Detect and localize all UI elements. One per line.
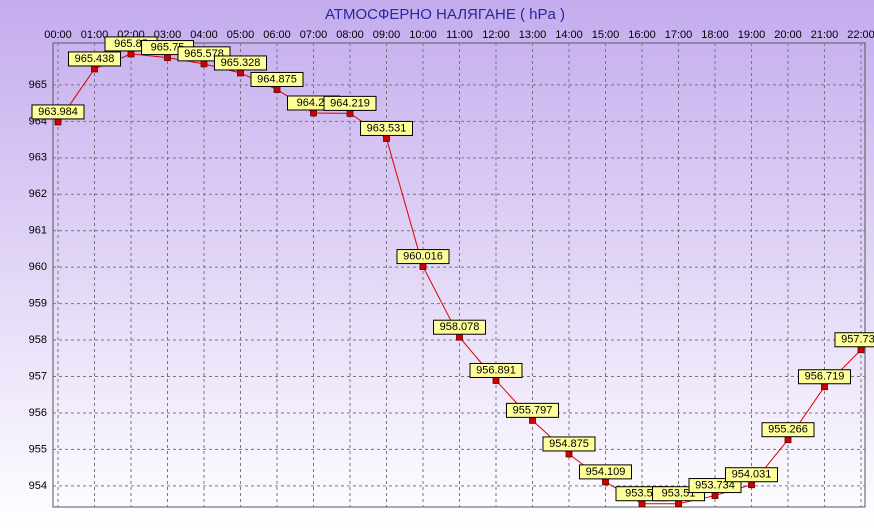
x-tick-label: 07:00 xyxy=(300,29,328,41)
data-label-box xyxy=(323,95,377,111)
data-label: 964.219 xyxy=(330,97,370,109)
x-tick-label: 10:00 xyxy=(409,29,437,41)
point-marker xyxy=(565,450,573,458)
chart-title: АТМОСФЕРНО НАЛЯГАНЕ ( hPa ) xyxy=(325,6,565,23)
point-marker xyxy=(784,436,792,444)
data-label: 963.984 xyxy=(38,106,78,118)
point-marker xyxy=(419,263,427,270)
data-label-box xyxy=(360,120,413,136)
data-label: 964.23 xyxy=(297,97,331,109)
y-tick-label: 960 xyxy=(29,261,47,273)
data-label-box xyxy=(396,249,450,265)
data-label-box xyxy=(725,467,778,483)
data-label-box xyxy=(214,55,267,71)
data-label: 954.031 xyxy=(732,469,772,481)
data-label: 955.797 xyxy=(513,404,553,416)
x-tick-label: 16:00 xyxy=(628,29,656,41)
point-marker xyxy=(492,377,500,384)
point-marker xyxy=(127,50,135,58)
data-label-box xyxy=(250,71,304,87)
point-marker xyxy=(273,86,281,93)
data-label-box xyxy=(579,464,632,480)
point-marker xyxy=(821,383,828,391)
x-tick-label: 21:00 xyxy=(811,29,839,41)
point-marker xyxy=(200,60,208,68)
y-tick-label: 965 xyxy=(29,79,47,91)
point-marker xyxy=(237,69,244,77)
x-tick-label: 12:00 xyxy=(482,29,510,41)
data-label-box xyxy=(834,332,874,348)
data-label: 965.578 xyxy=(184,48,224,60)
data-label-box xyxy=(761,422,815,438)
x-tick-label: 01:00 xyxy=(81,29,109,41)
x-tick-label: 05:00 xyxy=(227,29,255,41)
x-tick-label: 11:00 xyxy=(446,29,473,41)
data-label: 953.734 xyxy=(695,479,735,491)
data-label: 956.719 xyxy=(805,371,845,383)
data-label-box xyxy=(542,436,596,452)
point-marker xyxy=(346,109,354,117)
x-tick-label: 04:00 xyxy=(190,29,218,41)
x-tick-label: 00:00 xyxy=(44,29,72,41)
data-label-box xyxy=(469,362,523,378)
y-tick-label: 959 xyxy=(29,298,47,310)
y-tick-label: 961 xyxy=(29,225,47,237)
y-tick-label: 955 xyxy=(29,443,47,455)
data-label: 958.078 xyxy=(440,321,480,333)
x-tick-label: 15:00 xyxy=(592,29,620,41)
data-label: 953.51 xyxy=(625,488,659,500)
x-tick-label: 20:00 xyxy=(774,29,802,41)
point-marker xyxy=(675,500,682,508)
data-label: 963.531 xyxy=(367,122,407,134)
data-label: 953.51 xyxy=(662,488,696,500)
point-marker xyxy=(638,500,646,508)
y-tick-label: 963 xyxy=(29,152,47,164)
data-label-box xyxy=(31,104,85,120)
point-marker xyxy=(602,478,609,486)
point-marker xyxy=(310,109,317,117)
x-tick-label: 03:00 xyxy=(154,29,182,41)
data-label: 965.438 xyxy=(75,53,115,65)
point-marker xyxy=(54,118,62,126)
data-label: 957.734 xyxy=(841,334,874,346)
point-marker xyxy=(711,492,719,499)
data-label-box xyxy=(68,51,121,67)
y-tick-label: 958 xyxy=(29,334,47,346)
data-label-box xyxy=(798,369,851,385)
data-label: 954.875 xyxy=(549,438,589,450)
data-label: 965.85 xyxy=(114,38,148,50)
data-label: 956.891 xyxy=(476,364,516,376)
y-tick-label: 956 xyxy=(29,407,47,419)
y-tick-label: 954 xyxy=(29,480,47,492)
data-label: 955.266 xyxy=(768,424,808,436)
y-tick-label: 957 xyxy=(29,370,47,382)
x-tick-label: 09:00 xyxy=(373,29,401,41)
x-tick-label: 13:00 xyxy=(519,29,547,41)
data-label-box xyxy=(433,319,486,335)
point-marker xyxy=(164,54,171,61)
data-label: 965.328 xyxy=(221,57,261,69)
point-marker xyxy=(456,333,463,341)
data-label: 965.75 xyxy=(151,41,185,53)
x-tick-label: 17:00 xyxy=(665,29,693,41)
data-label-box xyxy=(506,402,559,418)
point-marker xyxy=(748,481,755,489)
point-marker xyxy=(91,65,98,73)
data-label: 964.875 xyxy=(257,73,297,85)
x-tick-label: 06:00 xyxy=(263,29,291,41)
x-tick-label: 18:00 xyxy=(701,29,729,41)
x-tick-label: 08:00 xyxy=(336,29,364,41)
point-marker xyxy=(857,346,865,354)
point-marker xyxy=(383,135,390,142)
data-label: 960.016 xyxy=(403,250,443,262)
data-label: 954.109 xyxy=(586,466,626,478)
x-tick-label: 22:00 xyxy=(847,29,874,41)
x-tick-label: 14:00 xyxy=(555,29,583,41)
point-marker xyxy=(529,416,536,424)
y-tick-label: 962 xyxy=(29,188,47,200)
x-tick-label: 19:00 xyxy=(738,29,766,41)
